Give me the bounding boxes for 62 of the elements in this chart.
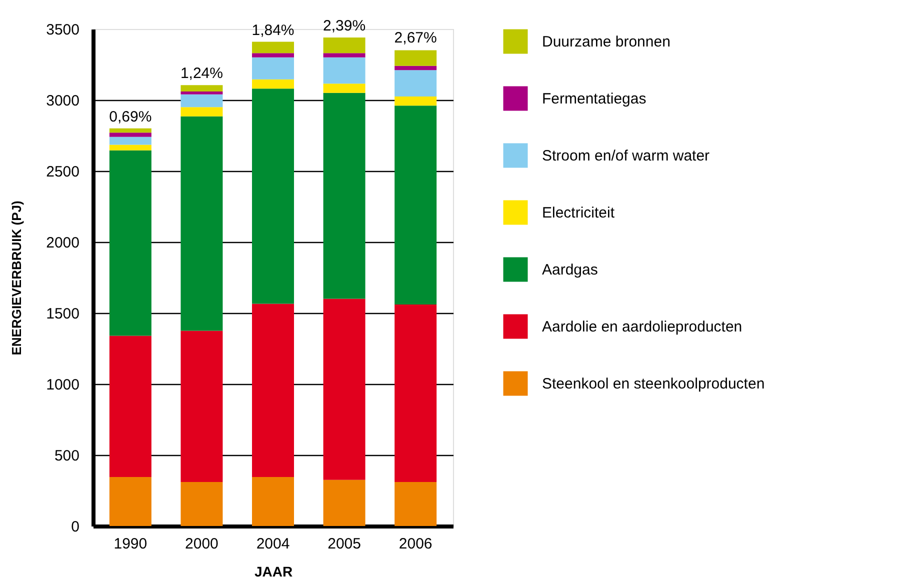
y-tick-label: 500 [54, 448, 80, 464]
legend-label: Aardolie en aardolieproducten [542, 318, 742, 336]
bar [323, 298, 366, 480]
bar [252, 477, 294, 526]
bar [109, 477, 152, 526]
annotation: 2,39% [323, 18, 366, 35]
legend-label: Steenkool en steenkoolproducten [542, 376, 765, 392]
bar [394, 70, 437, 96]
bar [252, 57, 294, 80]
bar [109, 136, 152, 145]
bar [109, 144, 152, 150]
y-tick-label: 2000 [46, 234, 80, 252]
bar [323, 53, 366, 58]
x-tick-label: 2000 [185, 536, 218, 552]
legend-label: Stroom en/of warm water [542, 148, 710, 164]
bar [323, 38, 366, 54]
bar [394, 96, 437, 106]
bar [394, 106, 437, 304]
annotation: 0,69% [109, 108, 152, 126]
bar [252, 42, 294, 54]
bar [323, 480, 366, 526]
annotation: 1,24% [180, 65, 223, 82]
x-tick-label: 2005 [328, 536, 361, 552]
bar [180, 330, 223, 482]
annotation: 2,67% [394, 30, 437, 47]
bar [109, 150, 152, 336]
bar [180, 85, 223, 92]
legend-label: Aardgas [542, 262, 598, 278]
bar [394, 304, 437, 482]
bar [180, 91, 223, 94]
y-tick-label: 0 [71, 518, 80, 536]
legend-label: Electriciteit [542, 204, 616, 222]
bar [109, 336, 152, 478]
legend-label: Duurzame bronnen [542, 34, 670, 50]
bar [323, 92, 366, 299]
bar [252, 88, 294, 304]
bar [180, 107, 223, 116]
bar [394, 50, 437, 66]
y-tick-label: 1500 [46, 306, 80, 322]
y-tick-label: 2500 [46, 164, 80, 180]
y-tick-label: 1000 [46, 376, 80, 394]
x-tick-label: 2006 [398, 536, 432, 552]
y-axis-title: ENERGIEVERBRUIK (PJ) [9, 200, 24, 356]
bar [252, 304, 294, 478]
bar [252, 79, 294, 89]
bar [394, 482, 437, 526]
x-tick-label: 2004 [256, 536, 290, 552]
bar [109, 132, 152, 137]
x-tick-label: 1990 [114, 536, 148, 552]
bar [109, 128, 152, 133]
annotation: 1,84% [252, 22, 294, 39]
bar [180, 116, 223, 331]
x-axis-title: JAAR [254, 564, 293, 580]
y-tick-label: 3000 [46, 92, 80, 110]
bar [323, 57, 366, 84]
bar [323, 84, 366, 93]
bar [180, 482, 223, 526]
y-tick-label: 3500 [46, 22, 80, 38]
bar [252, 53, 294, 58]
bar [180, 94, 223, 108]
bar [394, 66, 437, 70]
legend-label: Fermentatiegas [542, 90, 646, 108]
